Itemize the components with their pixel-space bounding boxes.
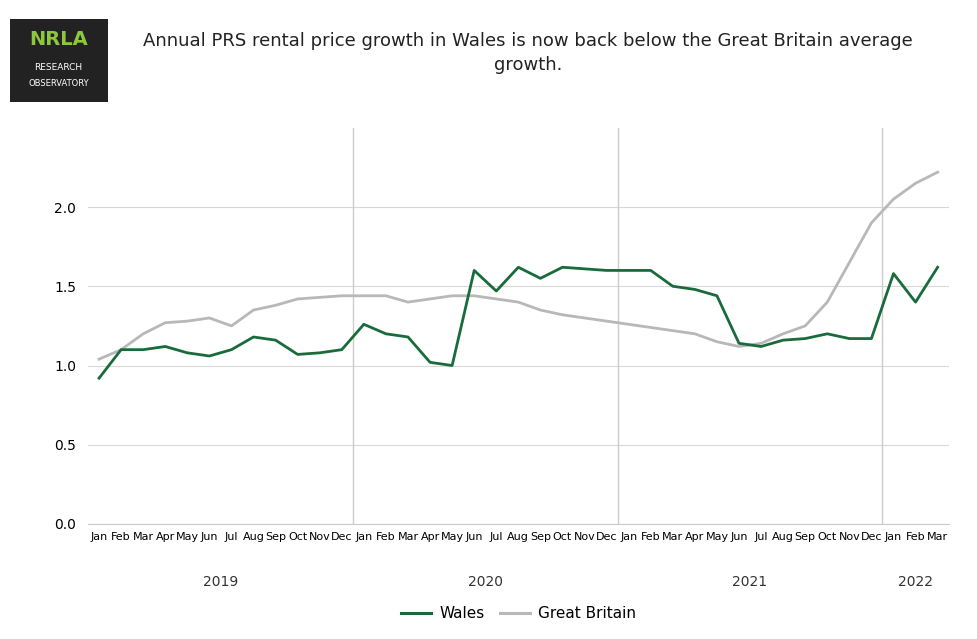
Text: OBSERVATORY: OBSERVATORY	[28, 79, 89, 88]
Legend: Wales, Great Britain: Wales, Great Britain	[395, 600, 641, 627]
Text: 2021: 2021	[732, 576, 767, 590]
Text: 2020: 2020	[467, 576, 502, 590]
Text: 2019: 2019	[202, 576, 237, 590]
Text: RESEARCH: RESEARCH	[34, 63, 83, 72]
Text: Annual PRS rental price growth in Wales is now back below the Great Britain aver: Annual PRS rental price growth in Wales …	[143, 32, 913, 73]
Text: NRLA: NRLA	[29, 31, 88, 49]
Text: 2022: 2022	[897, 576, 932, 590]
